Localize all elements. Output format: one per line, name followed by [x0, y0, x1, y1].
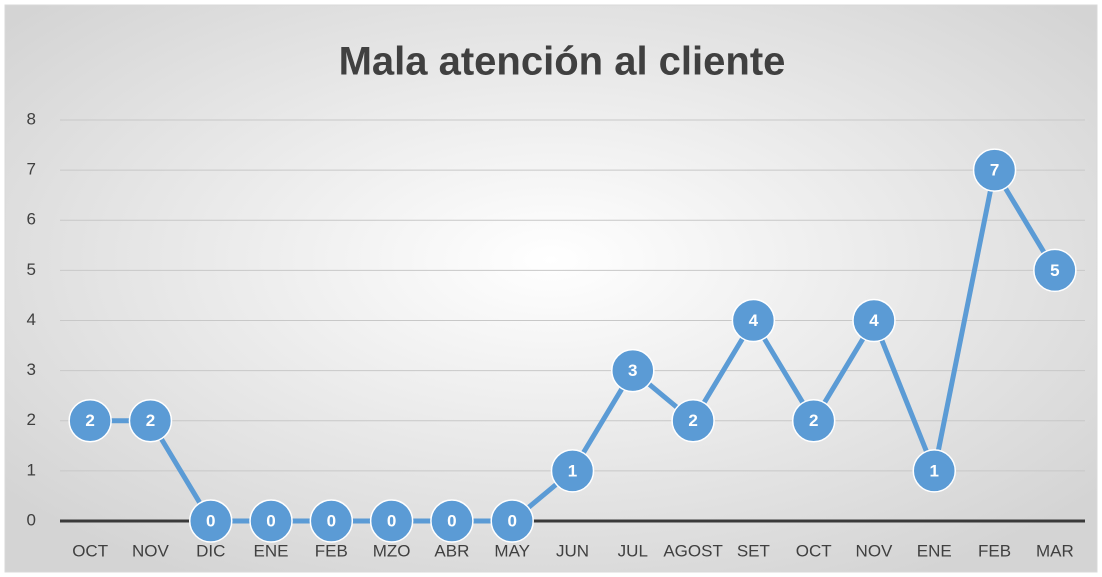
data-label: 1	[930, 461, 939, 480]
plot: 2 2 0 0 0 0 0 0 1 3 2 4 2 4 1 7 5	[68, 148, 1077, 543]
marker	[1033, 248, 1077, 293]
x-tick-label: NOV	[856, 541, 894, 560]
x-tick-label: JUL	[618, 541, 648, 560]
y-tick-label: 2	[27, 410, 36, 429]
marker	[550, 449, 595, 493]
data-label: 2	[146, 411, 155, 430]
data-label: 2	[809, 411, 818, 430]
x-tick-label: FEB	[315, 541, 348, 560]
marker	[309, 499, 354, 543]
chart-title: Mala atención al cliente	[339, 40, 786, 84]
marker	[188, 499, 233, 543]
x-tick-label: FEB	[978, 541, 1011, 560]
marker	[490, 499, 534, 543]
data-label: 2	[85, 411, 94, 430]
grid: 0 1 2 3 4 5 6 7 8 OCT NOV DIC ENE FEB MZO ABR MAY JUN JUL A…	[27, 109, 1085, 560]
marker	[369, 499, 414, 543]
data-label: 0	[206, 511, 215, 530]
marker	[731, 298, 776, 343]
marker	[791, 399, 836, 443]
x-tick-label: OCT	[72, 541, 108, 560]
x-tick-label: OCT	[796, 541, 832, 560]
x-tick-label: MZO	[373, 541, 411, 560]
data-label: 5	[1050, 261, 1059, 280]
data-label: 2	[688, 411, 697, 430]
y-tick-label: 4	[27, 310, 36, 329]
x-tick-label: SET	[737, 541, 770, 560]
marker	[128, 399, 173, 443]
y-tick-label: 8	[27, 109, 36, 128]
data-label: 1	[568, 461, 577, 480]
x-tick-label: ENE	[254, 541, 289, 560]
data-label: 4	[869, 311, 879, 330]
x-tick-label: DIC	[196, 541, 225, 560]
marker	[852, 298, 896, 343]
marker	[912, 449, 957, 493]
marker	[671, 399, 715, 443]
x-tick-label: MAR	[1036, 541, 1074, 560]
x-tick-label: NOV	[132, 541, 170, 560]
marker	[972, 148, 1017, 192]
data-label: 0	[507, 511, 516, 530]
data-label: 0	[266, 511, 275, 530]
marker	[68, 399, 112, 443]
data-label: 3	[628, 361, 637, 380]
data-label: 0	[387, 511, 396, 530]
data-label: 0	[447, 511, 456, 530]
x-tick-label: JUN	[556, 541, 589, 560]
x-tick-label: ENE	[917, 541, 952, 560]
y-tick-label: 5	[27, 260, 36, 279]
x-tick-label: ABR	[434, 541, 469, 560]
y-tick-label: 0	[27, 510, 36, 529]
data-label: 7	[990, 161, 999, 180]
x-tick-label: MAY	[494, 541, 530, 560]
marker	[611, 348, 655, 393]
y-tick-label: 1	[27, 460, 36, 479]
y-tick-label: 6	[27, 210, 36, 229]
data-label: 0	[327, 511, 336, 530]
marker	[249, 499, 293, 543]
x-tick-label: AGOST	[663, 541, 723, 560]
marker	[430, 499, 474, 543]
data-label: 4	[749, 311, 759, 330]
y-tick-label: 7	[27, 160, 36, 179]
y-tick-label: 3	[27, 360, 36, 379]
